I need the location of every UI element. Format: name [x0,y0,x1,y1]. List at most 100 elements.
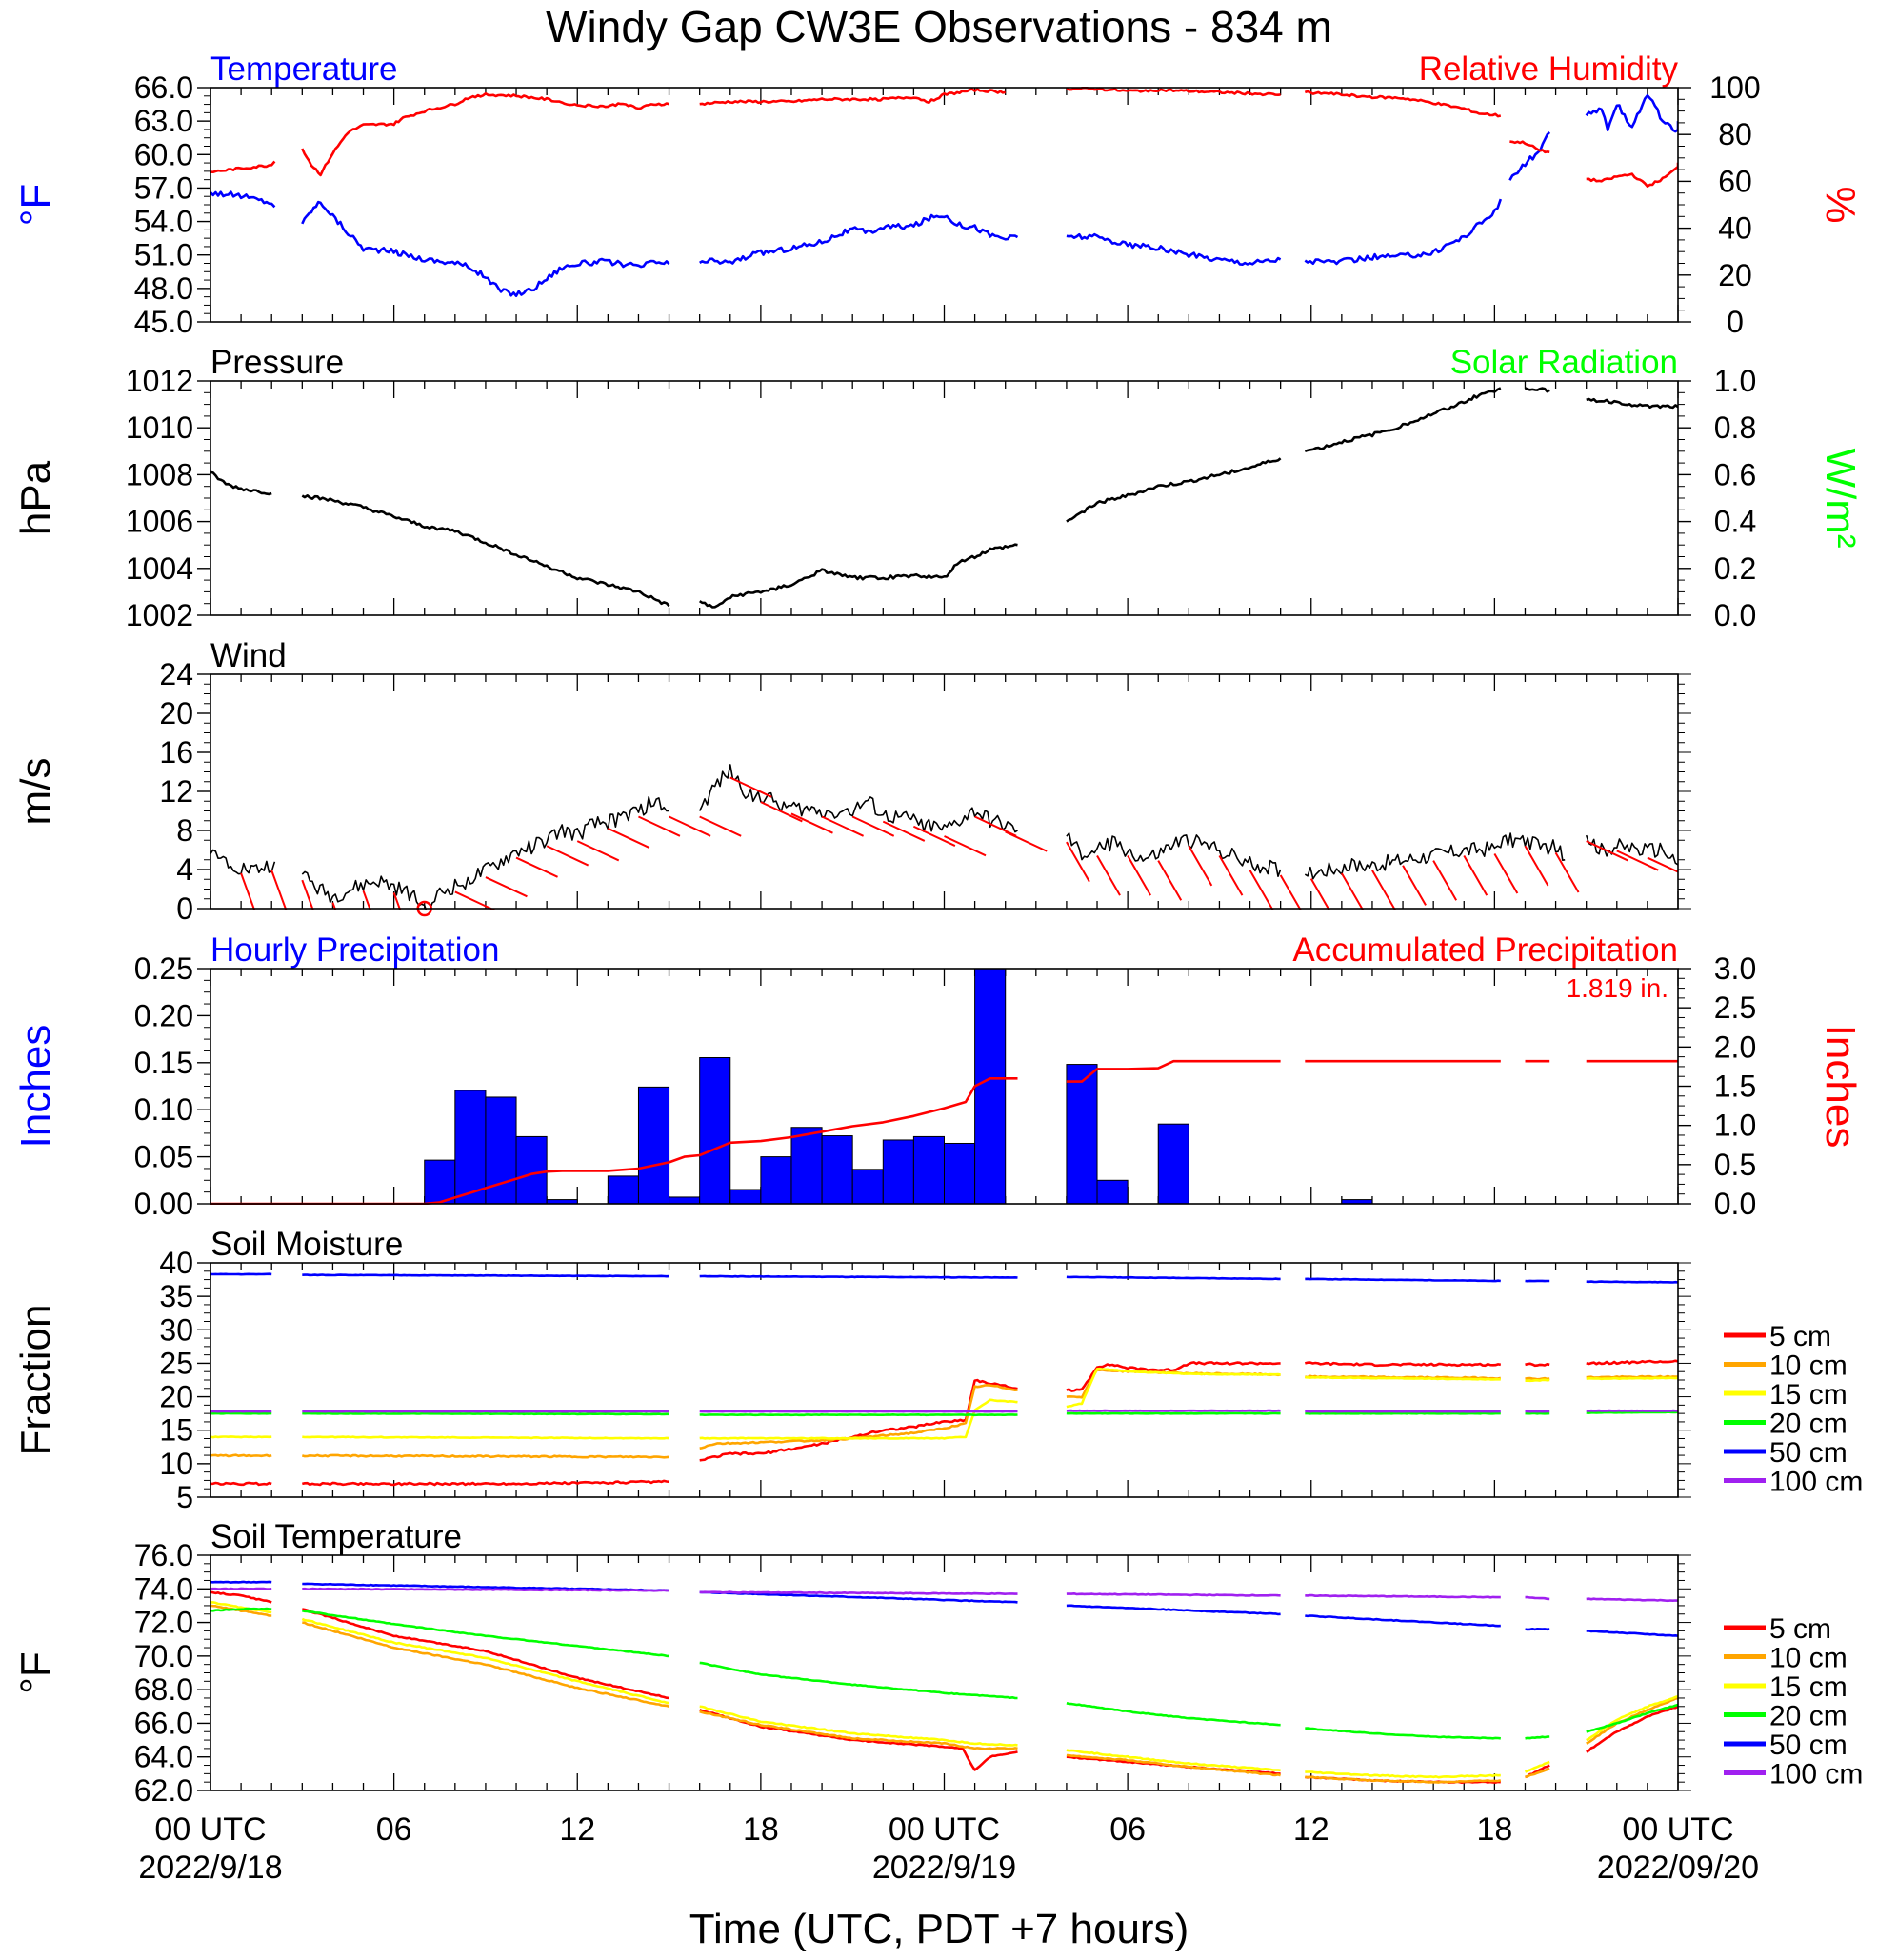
wind-barb [546,845,589,867]
series-100-cm [1066,1592,1281,1597]
series-15-cm [699,1398,1018,1440]
wind-barb [790,812,833,834]
wind-barb [1249,870,1274,910]
series-50-cm [1305,1277,1501,1283]
y-tick-label-left: 0.10 [134,1092,193,1127]
panel-title-right: Accumulated Precipitation [1292,931,1678,969]
panel-wind: 0 4 8 12 16 20 24 Wind m/s [12,637,1691,926]
wind-barb [851,815,895,837]
wind-barb [270,870,288,910]
y-axis-label-left: m/s [12,758,59,826]
wind-barb [699,815,742,837]
wind-barb [1096,854,1121,896]
series-15-cm [1305,1770,1501,1779]
legend-label: 15 cm [1769,1379,1848,1410]
y-axis-label-left: hPa [12,460,59,535]
x-tick-label: 18 [1476,1811,1512,1848]
series-pressure [210,470,272,496]
wind-barb [515,856,558,878]
wind-barb [1218,854,1244,896]
series-20-cm [699,1413,1018,1417]
x-tick-date: 2022/09/20 [1597,1850,1759,1886]
series-15-cm [1066,1749,1281,1772]
y-tick-label-left: 66.0 [134,70,193,105]
y-tick-label-left: 1006 [126,505,193,539]
wind-barb [301,879,314,910]
accumulated-total-label: 1.819 in. [1567,973,1668,1003]
plot-area [210,387,1678,609]
y-tick-label-left: 8 [176,813,193,848]
x-tick-date: 2022/9/19 [872,1850,1016,1886]
y-tick-label-left: 74.0 [134,1571,193,1606]
y-tick-label-right: 60 [1718,164,1752,198]
series-50-cm [1066,1604,1281,1616]
series-10-cm [1525,1767,1550,1779]
y-tick-label-left: 20 [159,1380,193,1414]
panel-precip: 0.00 0.05 0.10 0.15 0.20 0.25 0.0 0.5 1.0 1.5 2.0 2… [12,931,1864,1221]
series-relative-humidity [1509,140,1550,154]
y-tick-label-right: 1.5 [1714,1070,1756,1104]
series-temperature [1508,130,1551,181]
series-relative-humidity [1304,90,1502,118]
series-temperature [1304,198,1503,266]
precip-bar [729,1189,762,1205]
panel-frame [210,1262,1679,1498]
panel-title-left: Soil Moisture [210,1226,403,1263]
y-tick-label-right: 80 [1718,117,1752,151]
wind-barb [1647,856,1678,873]
wind-barb [1586,840,1628,862]
wind-barb [1066,841,1090,883]
series-100-cm [302,1587,669,1592]
series-wind [210,849,276,875]
series-20-cm [1305,1727,1501,1740]
y-tick-label-left: 24 [159,657,193,691]
series-15-cm [699,1705,1018,1747]
panel-title-left: Wind [210,637,287,674]
series-pressure [699,543,1018,609]
legend-label: 100 cm [1769,1759,1863,1790]
series-50-cm [699,1590,1018,1604]
series-15-cm [1524,1760,1550,1773]
wind-barb [1371,870,1396,910]
legend-label: 10 cm [1769,1350,1848,1382]
series-15-cm [1586,1694,1678,1742]
y-tick-label-right: 0.0 [1714,1187,1756,1221]
wind-barb [1616,850,1659,871]
y-tick-label-left: 62.0 [134,1773,193,1808]
y-tick-label-right: 2.5 [1714,990,1756,1025]
precip-bar [851,1169,884,1205]
plot-area [210,968,1678,1205]
series-pressure [1066,457,1282,523]
series-10-cm [210,1453,272,1458]
x-tick-label: 12 [1293,1811,1329,1848]
y-tick-label-left: 54.0 [134,205,193,239]
panel-title-left: Pressure [210,344,344,381]
precip-bar [454,1090,487,1205]
plot-area [210,1272,1678,1487]
series-10-cm [301,1453,669,1459]
series-relative-humidity [699,88,1006,106]
series-20-cm [1586,1410,1678,1414]
precip-bar [1066,1064,1098,1205]
series-wind [1066,832,1282,878]
x-axis-label: Time (UTC, PDT +7 hours) [689,1906,1189,1952]
legend-label: 100 cm [1769,1467,1863,1498]
series-50-cm [210,1272,272,1276]
series-15-cm [1066,1367,1281,1409]
wind-barb [1493,852,1519,894]
series-15-cm [301,1617,669,1705]
y-tick-label-left: 51.0 [134,238,193,272]
y-tick-label-right: 0.4 [1714,505,1756,539]
y-tick-label-left: 1008 [126,457,193,491]
wind-barb [1127,854,1151,896]
series-20-cm [1066,1702,1281,1727]
y-tick-label-right: 100 [1709,70,1760,105]
y-tick-label-right: 0.2 [1714,551,1756,586]
wind-barb [576,840,620,862]
series-relative-humidity [1586,162,1678,188]
y-tick-label-left: 1012 [126,364,193,398]
series-5-cm [1586,1359,1678,1366]
series-50-cm [1586,1280,1678,1284]
